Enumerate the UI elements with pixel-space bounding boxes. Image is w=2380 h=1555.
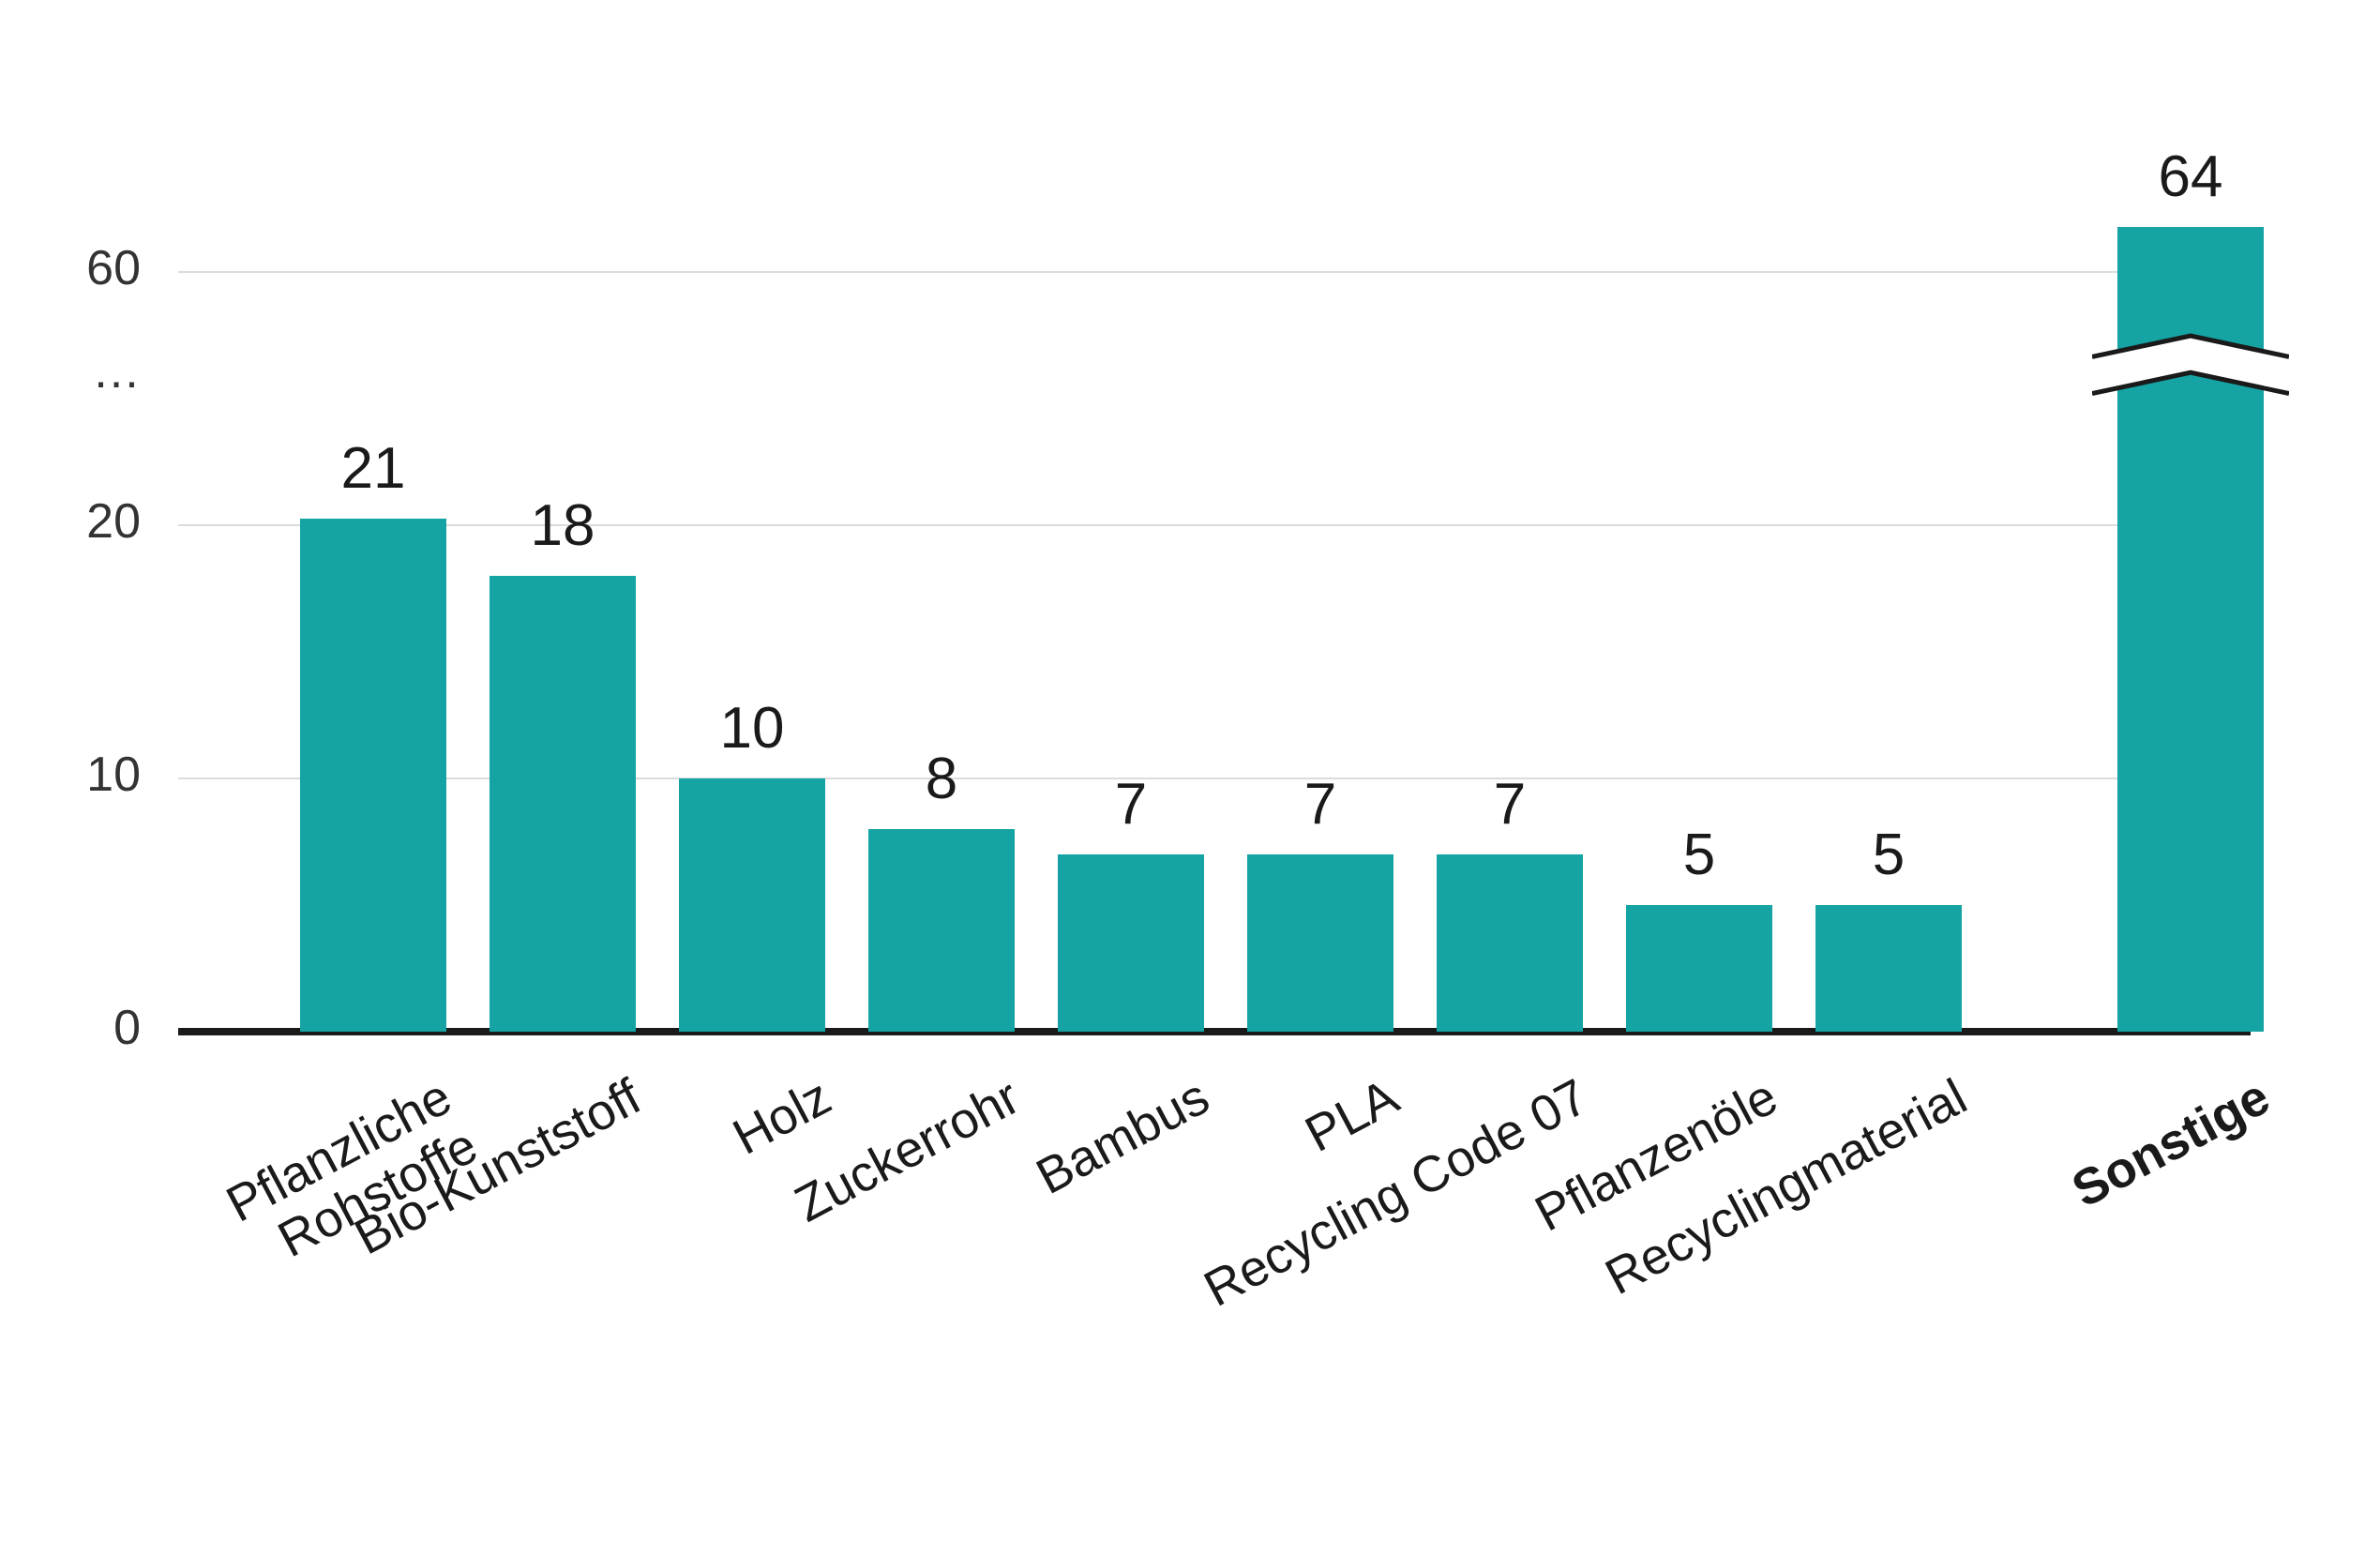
- bar-chart: 21181087775564 01020…60PflanzlicheRohsto…: [0, 0, 2380, 1555]
- x-category-label: Bambus: [1029, 1069, 1219, 1205]
- x-category-label: PLA: [1297, 1069, 1408, 1163]
- y-tick-label: 20: [0, 493, 141, 550]
- bar: [1437, 854, 1583, 1032]
- bar: [1247, 854, 1393, 1032]
- gridline: [178, 524, 2251, 526]
- bar-value-label: 7: [1304, 771, 1336, 838]
- y-tick-label: …: [0, 343, 141, 400]
- x-category-label: Holz: [724, 1069, 839, 1166]
- bar: [300, 519, 446, 1032]
- bar: [1815, 905, 1962, 1032]
- y-tick-label: 0: [0, 1000, 141, 1056]
- bar: [679, 778, 825, 1032]
- bar: [490, 576, 636, 1032]
- bar: [1626, 905, 1772, 1032]
- bar-value-label: 7: [1115, 771, 1147, 838]
- y-tick-label: 60: [0, 240, 141, 296]
- bar-value-label: 18: [531, 492, 595, 559]
- plot-area: 21 18 10 8 7 7 7 5 5 64: [178, 103, 2251, 1032]
- bar: [2117, 227, 2264, 1032]
- bar: [1058, 854, 1204, 1032]
- bar-value-label: 8: [926, 746, 957, 812]
- bar-value-label: 64: [2159, 143, 2223, 210]
- bar: [868, 829, 1015, 1032]
- y-tick-label: 10: [0, 747, 141, 803]
- gridline: [178, 271, 2251, 273]
- bar-value-label: 5: [1873, 822, 1905, 888]
- bar-value-label: 7: [1494, 771, 1526, 838]
- bar-value-label: 21: [341, 435, 406, 502]
- x-category-label: Sonstige: [2063, 1069, 2278, 1218]
- bar-value-label: 5: [1683, 822, 1715, 888]
- bar-value-label: 10: [720, 695, 785, 762]
